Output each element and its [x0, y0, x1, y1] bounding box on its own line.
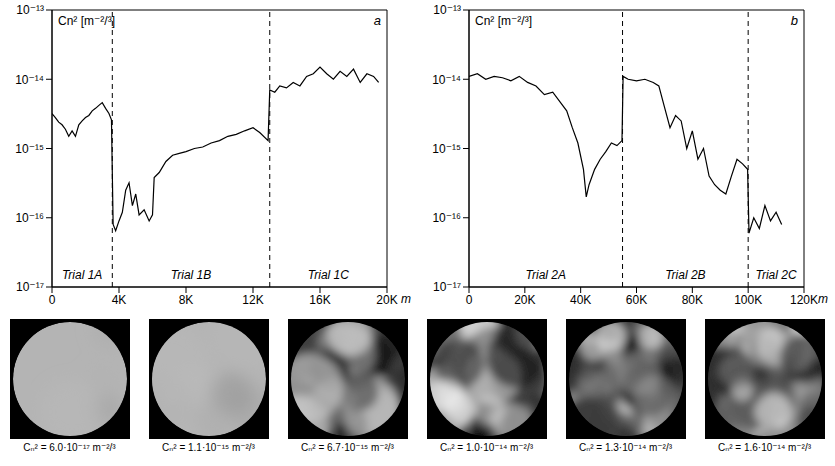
- svg-text:Trial 2A: Trial 2A: [526, 268, 566, 282]
- svg-text:Trial 2C: Trial 2C: [756, 268, 797, 282]
- svg-text:10⁻¹⁶: 10⁻¹⁶: [15, 211, 44, 225]
- svg-text:10⁻¹⁵: 10⁻¹⁵: [15, 142, 44, 156]
- svg-text:10⁻¹⁴: 10⁻¹⁴: [15, 73, 44, 87]
- svg-text:8K: 8K: [179, 293, 194, 307]
- svg-text:10⁻¹³: 10⁻¹³: [16, 3, 44, 17]
- html-text:Cₙ² = 6.0·10⁻¹⁷ m⁻²/³: Cₙ² = 6.0·10⁻¹⁷ m⁻²/³: [23, 442, 116, 453]
- svg-text:0: 0: [466, 293, 473, 307]
- svg-text:10⁻¹⁵: 10⁻¹⁵: [432, 142, 461, 156]
- svg-text:Trial 1C: Trial 1C: [308, 268, 349, 282]
- svg-text:60K: 60K: [626, 293, 647, 307]
- svg-text:m: m: [401, 292, 411, 306]
- svg-text:Cn² [m⁻²/³]: Cn² [m⁻²/³]: [475, 14, 532, 28]
- svg-text:80K: 80K: [682, 293, 703, 307]
- svg-text:120K: 120K: [790, 293, 818, 307]
- svg-text:a: a: [374, 13, 381, 28]
- svg-text:20K: 20K: [376, 293, 397, 307]
- svg-text:16K: 16K: [309, 293, 330, 307]
- html-text:Cₙ² = 6.7·10⁻¹⁵ m⁻²/³: Cₙ² = 6.7·10⁻¹⁵ m⁻²/³: [301, 442, 394, 453]
- svg-text:4K: 4K: [112, 293, 127, 307]
- svg-text:Trial 1A: Trial 1A: [62, 268, 102, 282]
- svg-text:Cn² [m⁻²/³]: Cn² [m⁻²/³]: [58, 14, 115, 28]
- svg-text:20K: 20K: [514, 293, 535, 307]
- svg-text:b: b: [791, 13, 798, 28]
- html-text:Cₙ² = 1.3·10⁻¹⁴ m⁻²/³: Cₙ² = 1.3·10⁻¹⁴ m⁻²/³: [579, 442, 672, 453]
- svg-text:10⁻¹³: 10⁻¹³: [433, 3, 461, 17]
- svg-text:40K: 40K: [570, 293, 591, 307]
- html-text:Cₙ² = 1.1·10⁻¹⁵ m⁻²/³: Cₙ² = 1.1·10⁻¹⁵ m⁻²/³: [162, 442, 255, 453]
- svg-text:Trial 1B: Trial 1B: [171, 268, 211, 282]
- svg-text:m: m: [818, 292, 828, 306]
- svg-text:Trial 2B: Trial 2B: [665, 268, 705, 282]
- svg-text:10⁻¹⁶: 10⁻¹⁶: [432, 211, 461, 225]
- svg-text:10⁻¹⁷: 10⁻¹⁷: [16, 280, 44, 294]
- html-text:Cₙ² = 1.6·10⁻¹⁴ m⁻²/³: Cₙ² = 1.6·10⁻¹⁴ m⁻²/³: [718, 442, 811, 453]
- svg-text:0: 0: [49, 293, 56, 307]
- svg-text:100K: 100K: [734, 293, 762, 307]
- svg-text:12K: 12K: [242, 293, 263, 307]
- svg-text:10⁻¹⁷: 10⁻¹⁷: [433, 280, 461, 294]
- html-text:Cₙ² = 1.0·10⁻¹⁴ m⁻²/³: Cₙ² = 1.0·10⁻¹⁴ m⁻²/³: [440, 442, 533, 453]
- svg-text:10⁻¹⁴: 10⁻¹⁴: [432, 73, 461, 87]
